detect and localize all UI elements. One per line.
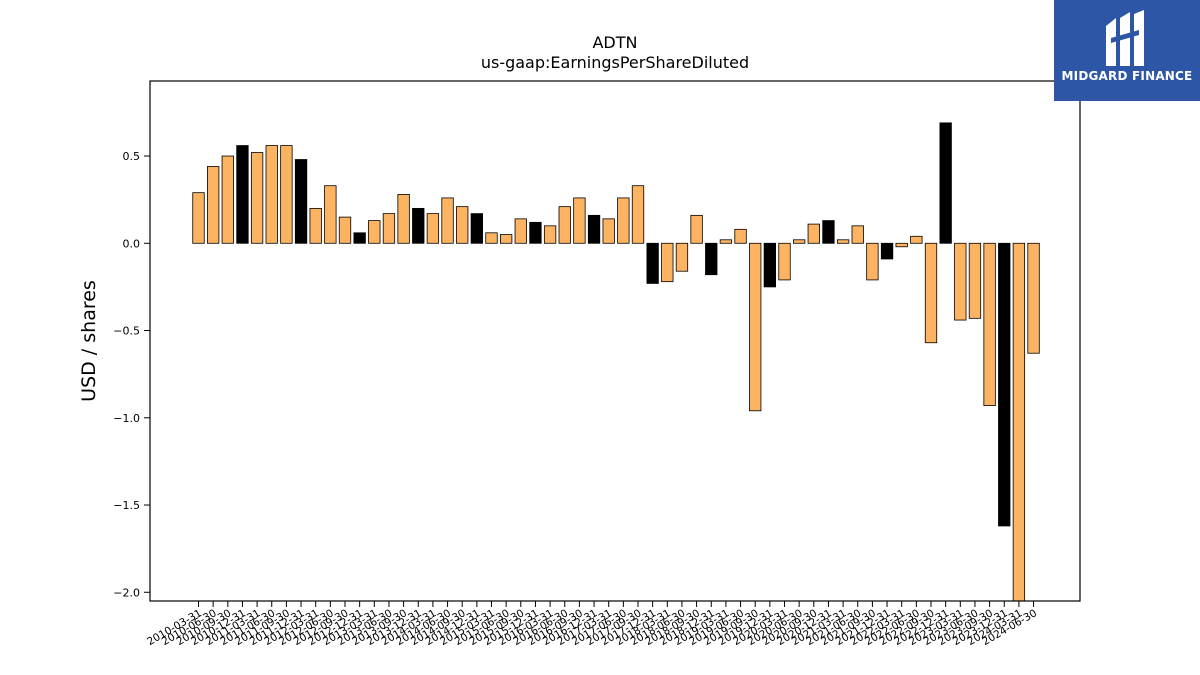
bar [280, 145, 293, 244]
bar [749, 242, 762, 412]
bar [631, 185, 645, 244]
bar [822, 220, 835, 244]
bar [807, 223, 820, 244]
bar [617, 197, 630, 244]
y-tick-label: 0.0 [123, 237, 141, 250]
bar [426, 213, 440, 244]
bar [924, 242, 938, 344]
bar [1012, 242, 1026, 602]
bar [851, 225, 864, 244]
bar [866, 242, 879, 281]
bar [499, 234, 513, 244]
bar [485, 232, 498, 244]
bar [895, 242, 908, 248]
bar [368, 220, 381, 244]
midgard-logo-icon [1106, 10, 1144, 66]
bar [558, 206, 571, 244]
bar [250, 152, 264, 244]
bar [221, 155, 234, 244]
plot-area: 0.50.0−0.5−1.0−1.5−2.02010-03-312010-06-… [113, 80, 1081, 648]
y-tick-label: −1.0 [113, 412, 140, 425]
bar [646, 242, 659, 284]
y-tick-label: −0.5 [113, 325, 140, 338]
bar [338, 216, 352, 244]
bar [573, 197, 586, 244]
y-tick-label: −1.5 [113, 499, 140, 512]
bar [734, 228, 747, 244]
bar [763, 242, 776, 288]
bar [412, 207, 425, 244]
bar [397, 194, 410, 244]
bar [236, 145, 249, 244]
y-tick-label: 0.5 [123, 150, 141, 163]
bar [294, 159, 308, 244]
bar [880, 242, 894, 260]
bar [382, 213, 396, 244]
bar [309, 207, 322, 244]
bar [353, 232, 366, 244]
chart-subtitle: us-gaap:EarningsPerShareDiluted [481, 53, 749, 72]
bar [192, 192, 205, 244]
bar [675, 242, 689, 272]
y-axis-label: USD / shares [78, 280, 100, 402]
bar [265, 145, 278, 244]
bar [1027, 242, 1040, 354]
bar [778, 242, 791, 281]
bar [206, 166, 220, 244]
bar [705, 242, 718, 276]
bar [514, 218, 527, 244]
bar [529, 221, 542, 244]
bar [456, 206, 469, 244]
bar [441, 197, 454, 244]
bar [543, 225, 557, 244]
bar [661, 242, 674, 283]
bar [954, 242, 967, 321]
bar [939, 122, 952, 244]
plot-frame [149, 80, 1081, 602]
bar [719, 239, 733, 244]
bar [968, 242, 982, 319]
bar [690, 214, 703, 244]
bar [602, 218, 615, 244]
bar [324, 185, 337, 244]
bar [998, 242, 1011, 527]
brand-name: MIDGARD FINANCE [1061, 69, 1193, 83]
chart-title: ADTN [592, 33, 637, 52]
midgard-finance-logo: MIDGARD FINANCE [1054, 0, 1200, 101]
bar [983, 242, 996, 406]
bar [587, 214, 601, 244]
bar [836, 239, 850, 244]
y-tick-label: −2.0 [113, 586, 140, 599]
bar [793, 239, 806, 244]
bar [470, 213, 484, 244]
bar [910, 235, 923, 244]
